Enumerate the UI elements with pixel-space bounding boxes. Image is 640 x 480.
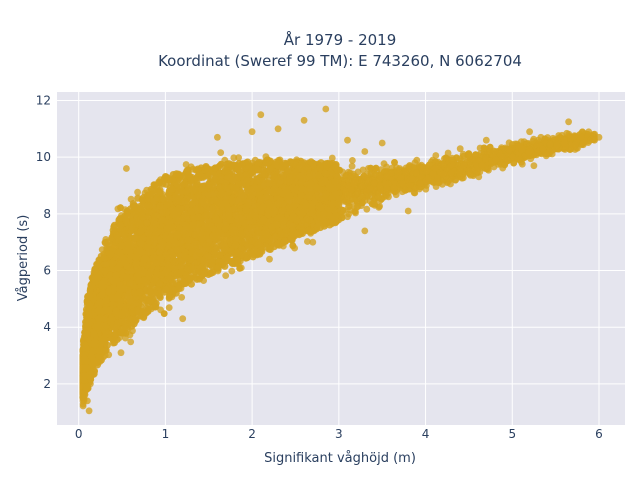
data-point [363,205,371,213]
data-point [359,166,367,174]
data-point [228,267,236,275]
data-point [393,164,400,171]
chart-title-line-1: År 1979 - 2019 [284,30,397,49]
data-point [217,149,225,157]
data-point [230,154,238,162]
scatter-points [79,105,603,415]
data-point [380,160,388,168]
data-point [413,156,421,164]
data-point [127,338,135,346]
data-point [349,157,356,164]
data-point [165,304,173,311]
data-point [222,272,230,279]
data-point [328,154,336,162]
data-point [178,294,186,301]
chart-title-line-2: Koordinat (Sweref 99 TM): E 743260, N 60… [158,52,522,70]
data-point [352,209,359,217]
data-point [117,349,125,357]
data-point [348,162,356,170]
data-point [235,154,243,162]
data-point [304,238,311,245]
data-point [432,152,440,159]
